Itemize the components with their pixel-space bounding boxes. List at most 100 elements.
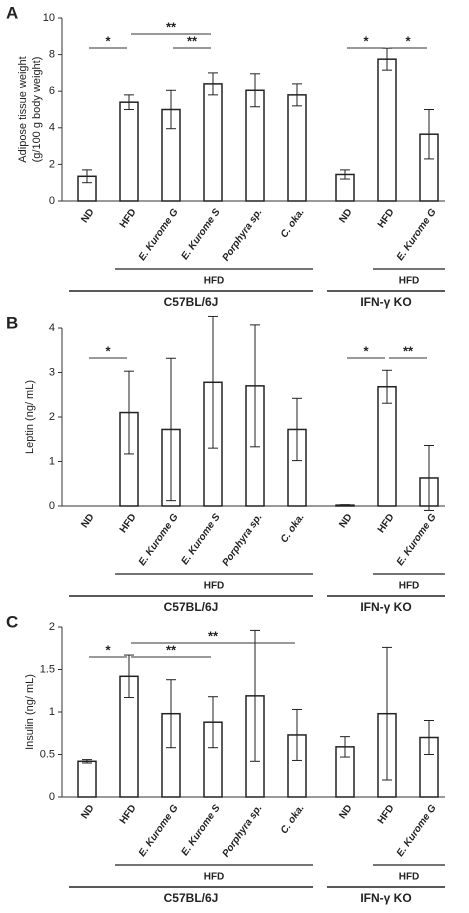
x-tick-label: E. Kurome S [179, 512, 222, 567]
error-bar [250, 324, 260, 448]
bar [377, 58, 397, 202]
error-bar [340, 736, 350, 758]
error-bar [124, 370, 134, 455]
x-tick-label: HFD [118, 803, 139, 826]
error-bar [124, 654, 134, 699]
group-label: IFN-γ KO [360, 891, 411, 905]
subgroup-label: HFD [399, 581, 420, 592]
bar [377, 385, 397, 507]
y-tick-label: 3 [49, 366, 55, 378]
x-tick-label: Porphyra sp. [221, 803, 265, 859]
x-tick-label: Porphyra sp. [221, 207, 265, 263]
panel-letter: B [6, 313, 18, 332]
significance-label: ** [166, 19, 177, 34]
x-tick-label: ND [337, 803, 354, 821]
y-tick-label: 1 [49, 455, 55, 467]
error-bar [382, 369, 392, 404]
error-bar [340, 169, 350, 180]
y-tick-label: 1 [49, 706, 55, 718]
error-bar [208, 696, 218, 749]
y-tick-label: 0 [49, 500, 55, 512]
error-bar [382, 646, 392, 781]
error-bar [424, 720, 434, 755]
x-tick-label: HFD [376, 207, 397, 230]
y-axis-label: Insulin (ng/ mL) [24, 674, 36, 750]
error-bar [208, 72, 218, 96]
significance-label: * [405, 33, 411, 48]
error-bar [166, 357, 176, 502]
x-tick-label: ND [79, 207, 96, 225]
x-tick-label: E. Kurome G [137, 512, 181, 568]
panel-letter: A [6, 3, 18, 22]
y-tick-label: 4 [49, 322, 55, 334]
subgroup-label: HFD [399, 872, 420, 883]
significance-label: ** [208, 628, 219, 643]
y-axis-label: Leptin (ng/ mL) [24, 380, 36, 454]
panel-letter: C [6, 612, 18, 631]
x-tick-label: E. Kurome S [179, 803, 222, 858]
bar [77, 760, 97, 798]
x-tick-label: E. Kurome G [137, 803, 181, 859]
x-tick-label: HFD [118, 512, 139, 535]
y-axis-label: (g/100 g body weight) [31, 57, 43, 163]
x-tick-label: ND [79, 512, 96, 530]
error-bar [124, 94, 134, 110]
significance-label: ** [187, 33, 198, 48]
y-tick-label: 1.5 [40, 663, 55, 675]
error-bar [166, 89, 176, 130]
significance-label: * [105, 33, 111, 48]
y-tick-label: 4 [49, 122, 55, 134]
x-tick-label: E. Kurome G [395, 803, 439, 859]
error-bar [424, 444, 434, 511]
x-tick-label: C. oka. [279, 512, 307, 545]
x-tick-label: ND [79, 803, 96, 821]
group-label: C57BL/6J [164, 295, 219, 309]
subgroup-label: HFD [399, 276, 420, 287]
group-label: C57BL/6J [164, 891, 219, 905]
x-tick-label: ND [337, 207, 354, 225]
y-tick-label: 10 [43, 12, 55, 24]
y-axis-label: Adipose tissue weight [17, 56, 29, 162]
bar [287, 94, 307, 202]
bar [203, 83, 223, 202]
error-bar [292, 708, 302, 761]
group-label: C57BL/6J [164, 600, 219, 614]
x-tick-label: Porphyra sp. [221, 512, 265, 568]
y-tick-label: 2 [49, 411, 55, 423]
x-tick-label: E. Kurome G [395, 512, 439, 568]
y-tick-label: 8 [49, 49, 55, 61]
error-bar [340, 504, 350, 507]
error-bar [424, 109, 434, 160]
error-bar [250, 73, 260, 108]
group-label: IFN-γ KO [360, 600, 411, 614]
error-bar [250, 629, 260, 762]
x-tick-label: E. Kurome G [395, 207, 439, 263]
x-tick-label: E. Kurome G [137, 207, 181, 263]
error-bar [292, 397, 302, 462]
significance-label: * [363, 33, 369, 48]
subgroup-label: HFD [204, 276, 225, 287]
error-bar [292, 83, 302, 107]
y-tick-label: 0 [49, 791, 55, 803]
significance-label: * [105, 343, 111, 358]
significance-label: ** [166, 642, 177, 657]
y-tick-label: 2 [49, 158, 55, 170]
y-tick-label: 6 [49, 85, 55, 97]
significance-label: * [105, 642, 111, 657]
y-tick-label: 0.5 [40, 748, 55, 760]
subgroup-label: HFD [204, 581, 225, 592]
x-tick-label: HFD [376, 512, 397, 535]
x-tick-label: HFD [118, 207, 139, 230]
y-tick-label: 0 [49, 195, 55, 207]
bar [119, 101, 139, 202]
x-tick-label: E. Kurome S [179, 207, 222, 262]
error-bar [166, 679, 176, 749]
group-label: IFN-γ KO [360, 295, 411, 309]
x-tick-label: ND [337, 512, 354, 530]
error-bar [208, 315, 218, 449]
x-tick-label: HFD [376, 803, 397, 826]
significance-label: ** [403, 343, 414, 358]
x-tick-label: C. oka. [279, 207, 307, 240]
error-bar [82, 169, 92, 184]
